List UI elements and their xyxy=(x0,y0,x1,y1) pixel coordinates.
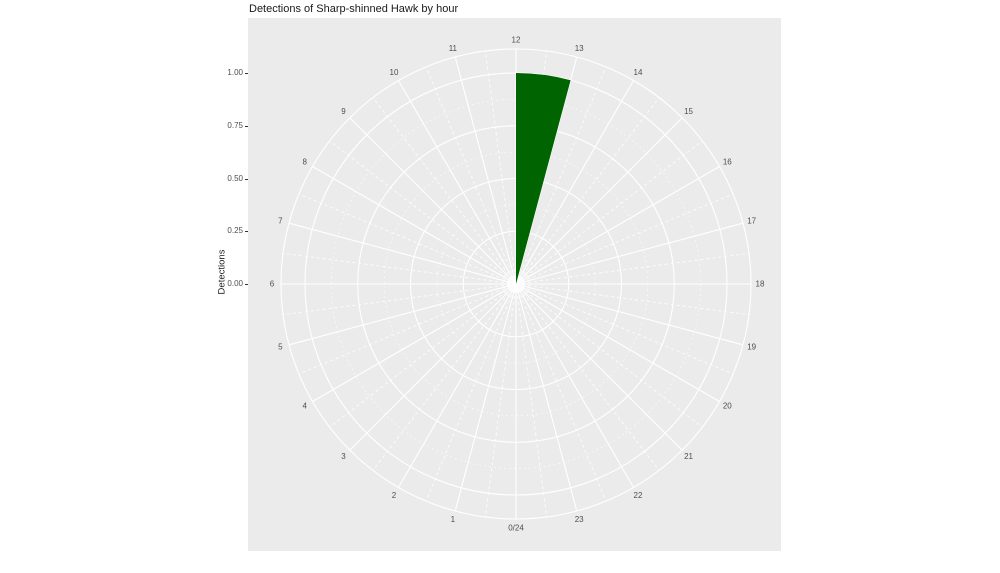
grid-spoke-major xyxy=(515,283,720,402)
grid-spoke-major xyxy=(515,80,634,285)
grid-spoke-major xyxy=(515,283,578,512)
y-tick-mark xyxy=(245,73,249,74)
y-tick-mark xyxy=(245,178,249,180)
grid-spoke-minor xyxy=(515,283,607,502)
hour-label: 20 xyxy=(723,402,732,411)
hour-label: 16 xyxy=(723,158,732,167)
hour-label: 0/24 xyxy=(508,524,524,533)
y-tick-mark xyxy=(245,125,249,127)
grid-spoke-major xyxy=(515,117,683,285)
hour-label: 3 xyxy=(341,452,346,461)
grid-spoke-minor xyxy=(515,283,703,428)
hour-label: 4 xyxy=(302,402,307,411)
hour-label: 15 xyxy=(684,107,693,116)
grid-spoke-major xyxy=(312,283,517,402)
grid-spoke-minor xyxy=(282,252,517,285)
y-tick-label: 0.25 xyxy=(227,226,243,236)
grid-spoke-major xyxy=(288,283,517,346)
grid-spoke-major xyxy=(349,283,517,451)
hour-label: 1 xyxy=(451,515,456,524)
grid-spoke-major xyxy=(515,166,720,285)
grid-spoke-minor xyxy=(298,283,517,375)
y-tick-label: 0.50 xyxy=(227,173,243,183)
grid-spoke-major xyxy=(515,283,634,488)
polar-plot: 0/24123456789101112131415161718192021222… xyxy=(270,36,765,533)
y-tick-label: 1.00 xyxy=(227,68,243,77)
hour-label: 8 xyxy=(302,158,307,167)
hour-label: 14 xyxy=(634,68,643,77)
grid-spoke-minor xyxy=(484,283,517,518)
grid-spoke-minor xyxy=(515,283,750,316)
grid-spoke-major xyxy=(515,222,744,285)
bar-sector-hour-12 xyxy=(516,73,571,284)
grid-spoke-minor xyxy=(425,66,517,285)
hour-label: 22 xyxy=(634,491,643,500)
grid-spoke-major xyxy=(312,166,517,285)
plot-panel: 0/24 1 2 3 4 5 6 7 8 9 10 11 12 13 14 15 16 17 18 19 20 21 22 2… xyxy=(248,18,781,551)
grid-spoke-minor xyxy=(425,283,517,502)
grid-spoke-minor xyxy=(329,140,517,285)
grid-spoke-major xyxy=(515,56,578,285)
hour-label: 10 xyxy=(390,68,399,77)
grid-spoke-minor xyxy=(282,283,517,316)
y-tick-label: 0.75 xyxy=(227,120,243,130)
grid-spoke-minor xyxy=(372,283,517,471)
grid-spoke-major xyxy=(454,283,517,512)
hour-label: 5 xyxy=(278,343,283,352)
grid-spoke-major xyxy=(349,117,517,285)
grid-spoke-minor xyxy=(329,283,517,428)
grid-spoke-minor xyxy=(515,283,548,518)
hour-label: 23 xyxy=(575,515,584,524)
grid-spoke-major xyxy=(515,283,683,451)
hour-label: 18 xyxy=(756,280,765,289)
grid-spoke-major xyxy=(454,56,517,285)
hour-label: 12 xyxy=(512,36,521,45)
grid-spoke-major xyxy=(515,283,744,346)
hour-label: 9 xyxy=(341,107,346,116)
y-tick-mark xyxy=(245,284,249,285)
hour-label: 7 xyxy=(278,216,283,225)
grid-spoke-minor xyxy=(484,50,517,285)
hour-label: 13 xyxy=(575,44,584,53)
grid-spoke-minor xyxy=(515,283,660,471)
y-tick-mark xyxy=(245,231,249,233)
grid-spoke-minor xyxy=(372,97,517,285)
grid-spoke-minor xyxy=(515,193,734,285)
grid-spoke-minor xyxy=(298,193,517,285)
hour-label: 11 xyxy=(449,44,458,53)
grid-spoke-major xyxy=(398,80,517,285)
y-tick-label: 0.00 xyxy=(227,279,243,288)
hour-label: 2 xyxy=(392,491,397,500)
hour-label: 21 xyxy=(684,452,693,461)
hour-label: 19 xyxy=(747,343,756,352)
grid-spoke-minor xyxy=(515,283,734,375)
grid-spoke-major xyxy=(288,222,517,285)
grid-spoke-minor xyxy=(515,252,750,285)
hour-label: 17 xyxy=(747,216,756,225)
chart-title: Detections of Sharp-shinned Hawk by hour xyxy=(249,3,459,15)
hour-label: 6 xyxy=(270,280,275,289)
grid-spoke-major xyxy=(398,283,517,488)
